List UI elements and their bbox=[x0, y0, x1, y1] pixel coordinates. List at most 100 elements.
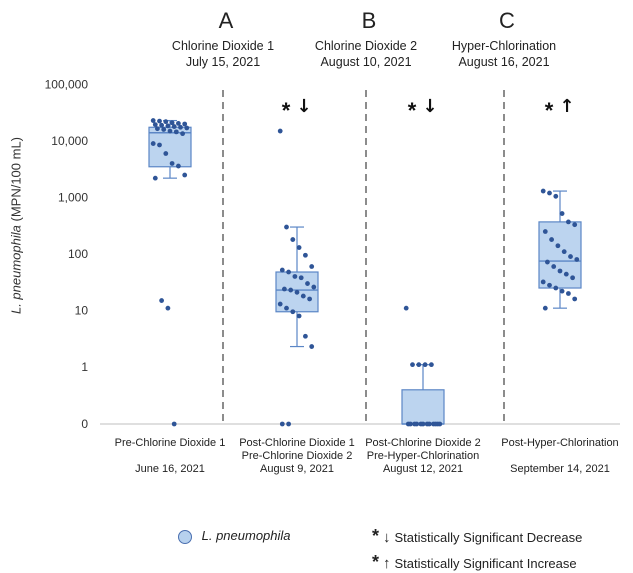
y-tick-label: 1 bbox=[81, 360, 88, 374]
data-point bbox=[420, 421, 426, 427]
data-point bbox=[309, 344, 315, 349]
data-point bbox=[163, 119, 169, 125]
data-point bbox=[416, 362, 422, 368]
y-axis-title-unit: (MPN/100 mL) bbox=[8, 136, 24, 226]
treatment-letter: A bbox=[219, 8, 234, 33]
data-point bbox=[277, 301, 283, 307]
data-point bbox=[437, 421, 443, 427]
legend-series: L. pneumophila bbox=[178, 528, 291, 544]
data-point bbox=[165, 305, 171, 311]
data-point bbox=[286, 269, 291, 275]
y-tick-label: 100 bbox=[68, 247, 88, 261]
treatment-name: Hyper-Chlorination bbox=[452, 39, 556, 53]
data-point bbox=[180, 131, 186, 137]
iqr-box bbox=[401, 389, 445, 425]
data-point bbox=[566, 291, 571, 296]
data-point bbox=[173, 129, 179, 135]
data-point bbox=[298, 275, 304, 281]
significance-asterisk: * bbox=[282, 98, 291, 123]
data-point bbox=[542, 305, 548, 311]
treatment-date: August 10, 2021 bbox=[320, 55, 411, 69]
data-point bbox=[157, 118, 162, 124]
y-axis-title: L. pneumophila (MPN/100 mL) bbox=[9, 36, 24, 416]
x-category-label: Pre-Chlorine Dioxide 1 bbox=[115, 437, 226, 449]
data-point bbox=[414, 421, 420, 427]
data-point bbox=[403, 305, 409, 311]
x-category-date: September 14, 2021 bbox=[510, 463, 610, 475]
data-point bbox=[171, 124, 177, 129]
data-point bbox=[178, 124, 183, 130]
data-point bbox=[279, 421, 285, 427]
data-point bbox=[547, 282, 552, 288]
x-category-date: August 12, 2021 bbox=[383, 463, 463, 475]
y-tick-label: 10 bbox=[75, 304, 89, 318]
significance-increase-arrow: ↑ bbox=[559, 96, 574, 117]
asterisk-icon: * bbox=[372, 526, 380, 546]
y-axis-title-italic: L. pneumophila bbox=[8, 225, 24, 315]
data-point bbox=[176, 163, 181, 169]
x-category-label: Pre-Hyper-Chlorination bbox=[367, 450, 480, 462]
data-point bbox=[300, 293, 306, 299]
legend-series-label: L. pneumophila bbox=[201, 528, 291, 543]
data-point bbox=[563, 271, 569, 277]
data-point bbox=[549, 237, 554, 242]
data-point bbox=[169, 120, 175, 126]
data-point bbox=[540, 279, 546, 285]
treatment-date: July 15, 2021 bbox=[186, 55, 260, 69]
legend-marker bbox=[178, 529, 192, 544]
y-tick-label: 1,000 bbox=[58, 191, 88, 205]
data-point bbox=[296, 245, 302, 250]
data-point bbox=[557, 268, 563, 274]
data-point bbox=[551, 264, 557, 269]
data-point bbox=[176, 120, 181, 126]
data-point bbox=[303, 333, 308, 339]
data-point bbox=[171, 421, 177, 427]
data-point bbox=[277, 128, 283, 134]
arrow-up-icon: ↑ bbox=[383, 555, 391, 572]
data-point bbox=[290, 237, 296, 242]
significance-decrease-arrow: ↓ bbox=[296, 96, 311, 117]
data-point bbox=[182, 121, 188, 127]
data-point bbox=[184, 125, 190, 131]
treatment-name: Chlorine Dioxide 2 bbox=[315, 39, 417, 53]
legend-increase: * ↑ Statistically Significant Increase bbox=[372, 552, 577, 573]
x-category-label: Post-Chlorine Dioxide 2 bbox=[365, 437, 481, 449]
data-point bbox=[566, 219, 571, 225]
legend-increase-label: Statistically Significant Increase bbox=[394, 556, 577, 571]
y-tick-label: 100,000 bbox=[45, 78, 89, 92]
data-point bbox=[294, 289, 300, 295]
data-point bbox=[163, 151, 169, 156]
data-point bbox=[408, 421, 413, 427]
data-point bbox=[561, 249, 567, 255]
data-point bbox=[161, 127, 167, 132]
significance-asterisk: * bbox=[408, 98, 417, 123]
significance-asterisk: * bbox=[545, 98, 554, 123]
data-point bbox=[307, 296, 312, 302]
data-point bbox=[410, 362, 415, 368]
y-axis-title-wrap: L. pneumophila (MPN/100 mL) bbox=[4, 0, 28, 460]
data-point bbox=[574, 257, 580, 262]
data-point bbox=[559, 211, 565, 216]
significance-decrease-arrow: ↓ bbox=[422, 96, 437, 117]
x-category-label: Post-Chlorine Dioxide 1 bbox=[239, 437, 355, 449]
data-point bbox=[547, 190, 552, 196]
data-point bbox=[159, 298, 165, 303]
treatment-letter: C bbox=[499, 8, 515, 33]
data-point bbox=[155, 126, 160, 132]
data-point bbox=[545, 259, 550, 265]
data-point bbox=[572, 222, 578, 228]
data-point bbox=[559, 288, 565, 294]
data-point bbox=[303, 252, 308, 258]
data-point bbox=[309, 264, 315, 269]
data-point bbox=[288, 287, 294, 293]
data-point bbox=[422, 362, 428, 368]
legend-decrease-label: Statistically Significant Decrease bbox=[394, 530, 583, 545]
data-point bbox=[568, 254, 573, 259]
data-point bbox=[150, 118, 156, 123]
data-point bbox=[429, 362, 434, 368]
data-point bbox=[553, 193, 559, 199]
data-point bbox=[279, 267, 285, 273]
data-point bbox=[284, 305, 289, 311]
data-point bbox=[290, 309, 296, 315]
